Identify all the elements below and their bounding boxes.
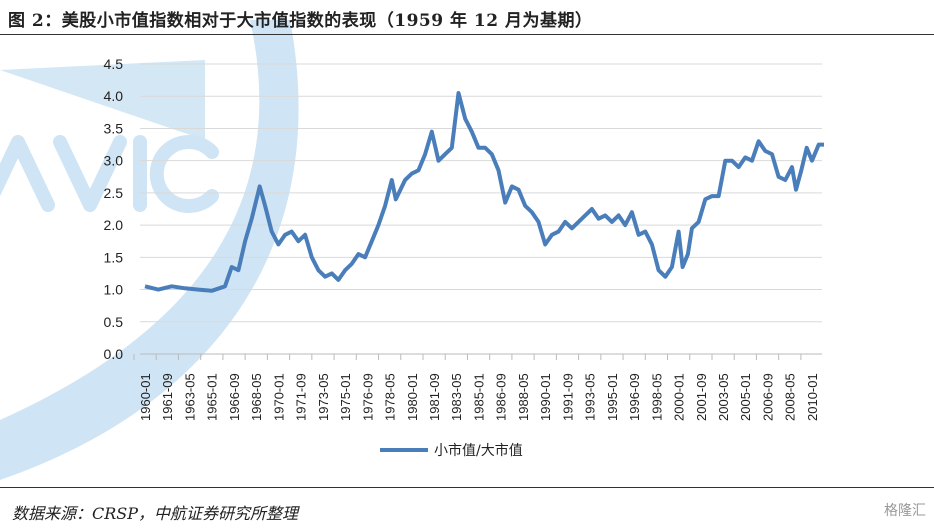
avic-watermark — [0, 20, 299, 480]
x-tick-label: 1970-01 — [271, 373, 286, 421]
x-tick-label: 1988-05 — [516, 373, 531, 421]
x-tick-label: 1990-01 — [538, 373, 553, 421]
x-tick-label: 1985-01 — [471, 373, 486, 421]
y-tick-label: 2.5 — [104, 185, 124, 201]
y-tick-label: 2.0 — [104, 217, 124, 233]
x-tick-label: 2001-09 — [694, 373, 709, 421]
x-tick-label: 2005-01 — [738, 373, 753, 421]
y-tick-label: 0.0 — [104, 346, 124, 362]
x-tick-label: 1971-09 — [294, 373, 309, 421]
x-tick-label: 1976-09 — [360, 373, 375, 421]
x-tick-label: 1978-05 — [383, 373, 398, 421]
x-tick-label: 1983-05 — [449, 373, 464, 421]
y-tick-label: 0.5 — [104, 314, 124, 330]
y-tick-label: 3.0 — [104, 153, 124, 169]
series-line — [144, 91, 824, 293]
x-tick-label: 2003-05 — [716, 373, 731, 421]
divider — [0, 34, 934, 35]
x-tick-label: 1960-01 — [138, 373, 153, 421]
x-tick-label: 1968-05 — [249, 373, 264, 421]
x-tick-label: 1996-09 — [627, 373, 642, 421]
x-tick-label: 1973-05 — [316, 373, 331, 421]
figure-title: 图 2：美股小市值指数相对于大市值指数的表现（1959 年 12 月为基期） — [8, 11, 593, 31]
x-tick-label: 1961-09 — [160, 373, 175, 421]
x-tick-label: 2010-01 — [805, 373, 820, 421]
x-tick-label: 1965-01 — [205, 373, 220, 421]
x-tick-label: 1975-01 — [338, 373, 353, 421]
x-tick-label: 1981-09 — [427, 373, 442, 421]
divider — [0, 487, 934, 488]
x-tick-label: 2008-05 — [783, 373, 798, 421]
logo: 格隆汇 — [884, 503, 926, 519]
y-tick-label: 4.0 — [104, 88, 124, 104]
x-tick-label: 1991-09 — [560, 373, 575, 421]
x-tick-label: 1998-05 — [649, 373, 664, 421]
x-tick-label: 1980-01 — [405, 373, 420, 421]
y-tick-label: 1.5 — [104, 249, 124, 265]
x-tick-label: 1966-09 — [227, 373, 242, 421]
legend-label: 小市值/大市值 — [434, 442, 523, 459]
y-tick-label: 4.5 — [104, 56, 124, 72]
x-tick-label: 2000-01 — [672, 373, 687, 421]
source-note: 数据来源：CRSP，中航证券研究所整理 — [12, 504, 299, 523]
x-tick-label: 1986-09 — [494, 373, 509, 421]
x-tick-label: 1995-01 — [605, 373, 620, 421]
y-tick-label: 3.5 — [104, 120, 124, 136]
y-tick-label: 1.0 — [104, 282, 124, 298]
x-tick-label: 2006-09 — [760, 373, 775, 421]
x-tick-label: 1963-05 — [182, 373, 197, 421]
x-tick-label: 1993-05 — [583, 373, 598, 421]
